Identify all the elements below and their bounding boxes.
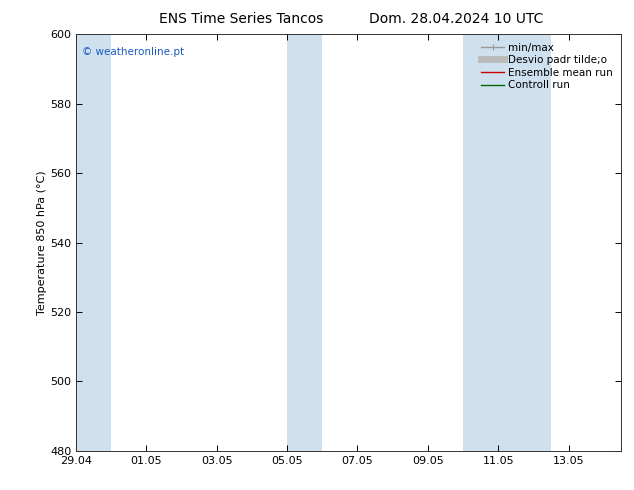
Bar <box>287 34 322 451</box>
Y-axis label: Temperature 850 hPa (°C): Temperature 850 hPa (°C) <box>37 170 47 315</box>
Bar <box>463 34 551 451</box>
Bar <box>76 34 111 451</box>
Text: Dom. 28.04.2024 10 UTC: Dom. 28.04.2024 10 UTC <box>369 12 544 26</box>
Text: © weatheronline.pt: © weatheronline.pt <box>82 47 184 57</box>
Legend: min/max, Desvio padr tilde;o, Ensemble mean run, Controll run: min/max, Desvio padr tilde;o, Ensemble m… <box>478 40 616 94</box>
Text: ENS Time Series Tancos: ENS Time Series Tancos <box>158 12 323 26</box>
